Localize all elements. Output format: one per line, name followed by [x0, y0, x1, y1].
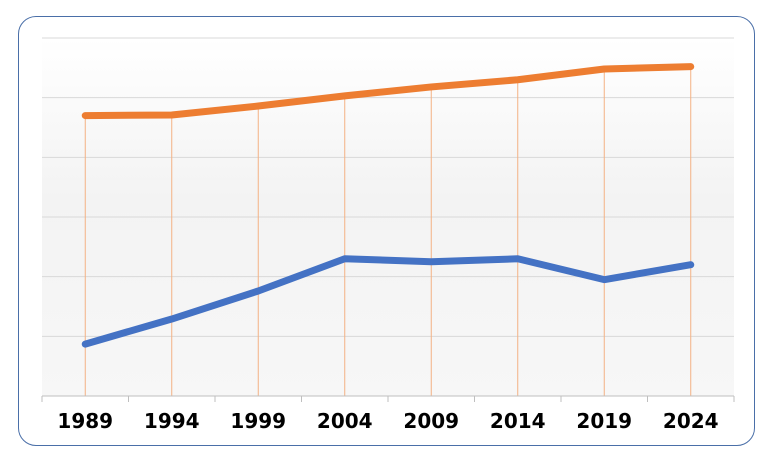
gridlines — [42, 37, 734, 337]
drop-lines — [84, 66, 692, 396]
x-axis — [41, 395, 735, 402]
upper-series-line — [81, 63, 695, 120]
x-tick-labels: 1989 1994 1999 2004 2009 2014 2019 2024 — [57, 409, 718, 433]
x-tick-label: 1989 — [57, 409, 113, 433]
lower-series-line — [81, 255, 695, 348]
x-tick-label: 2009 — [403, 409, 459, 433]
x-tick-label: 2019 — [576, 409, 632, 433]
x-tick-label: 1999 — [230, 409, 286, 433]
x-tick-label: 2024 — [663, 409, 719, 433]
x-tick-label: 1994 — [144, 409, 200, 433]
series-lines — [81, 63, 695, 348]
x-tick-label: 2004 — [317, 409, 373, 433]
x-tick-label: 2014 — [490, 409, 546, 433]
